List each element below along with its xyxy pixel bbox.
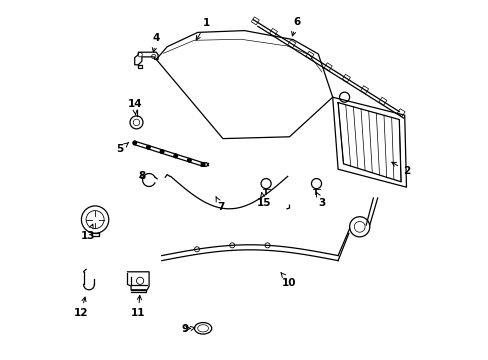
Circle shape xyxy=(229,243,234,248)
Text: 8: 8 xyxy=(138,171,145,181)
Text: 13: 13 xyxy=(81,224,95,241)
Text: 14: 14 xyxy=(127,99,142,115)
Text: 4: 4 xyxy=(152,33,160,52)
Circle shape xyxy=(174,154,177,158)
Bar xyxy=(287,40,295,48)
Text: 2: 2 xyxy=(391,162,409,176)
Text: 3: 3 xyxy=(316,193,325,208)
Text: 15: 15 xyxy=(257,193,271,208)
Bar xyxy=(360,86,368,94)
Text: 5: 5 xyxy=(117,142,128,154)
Text: 11: 11 xyxy=(131,296,145,318)
Circle shape xyxy=(146,145,150,149)
Circle shape xyxy=(133,141,136,145)
Text: 1: 1 xyxy=(196,18,210,40)
Circle shape xyxy=(201,163,204,166)
Bar xyxy=(396,109,404,117)
Text: 6: 6 xyxy=(291,17,300,36)
Bar xyxy=(378,97,386,105)
Bar xyxy=(269,28,277,36)
Circle shape xyxy=(187,158,191,162)
Bar xyxy=(324,63,331,71)
Bar xyxy=(342,74,350,82)
Text: 7: 7 xyxy=(216,197,224,212)
Text: 12: 12 xyxy=(73,297,88,318)
Bar xyxy=(251,17,259,25)
Circle shape xyxy=(160,150,163,153)
Circle shape xyxy=(194,247,199,252)
Bar xyxy=(305,51,313,59)
Text: 9: 9 xyxy=(181,324,195,334)
Text: 10: 10 xyxy=(280,273,296,288)
Circle shape xyxy=(264,243,269,248)
